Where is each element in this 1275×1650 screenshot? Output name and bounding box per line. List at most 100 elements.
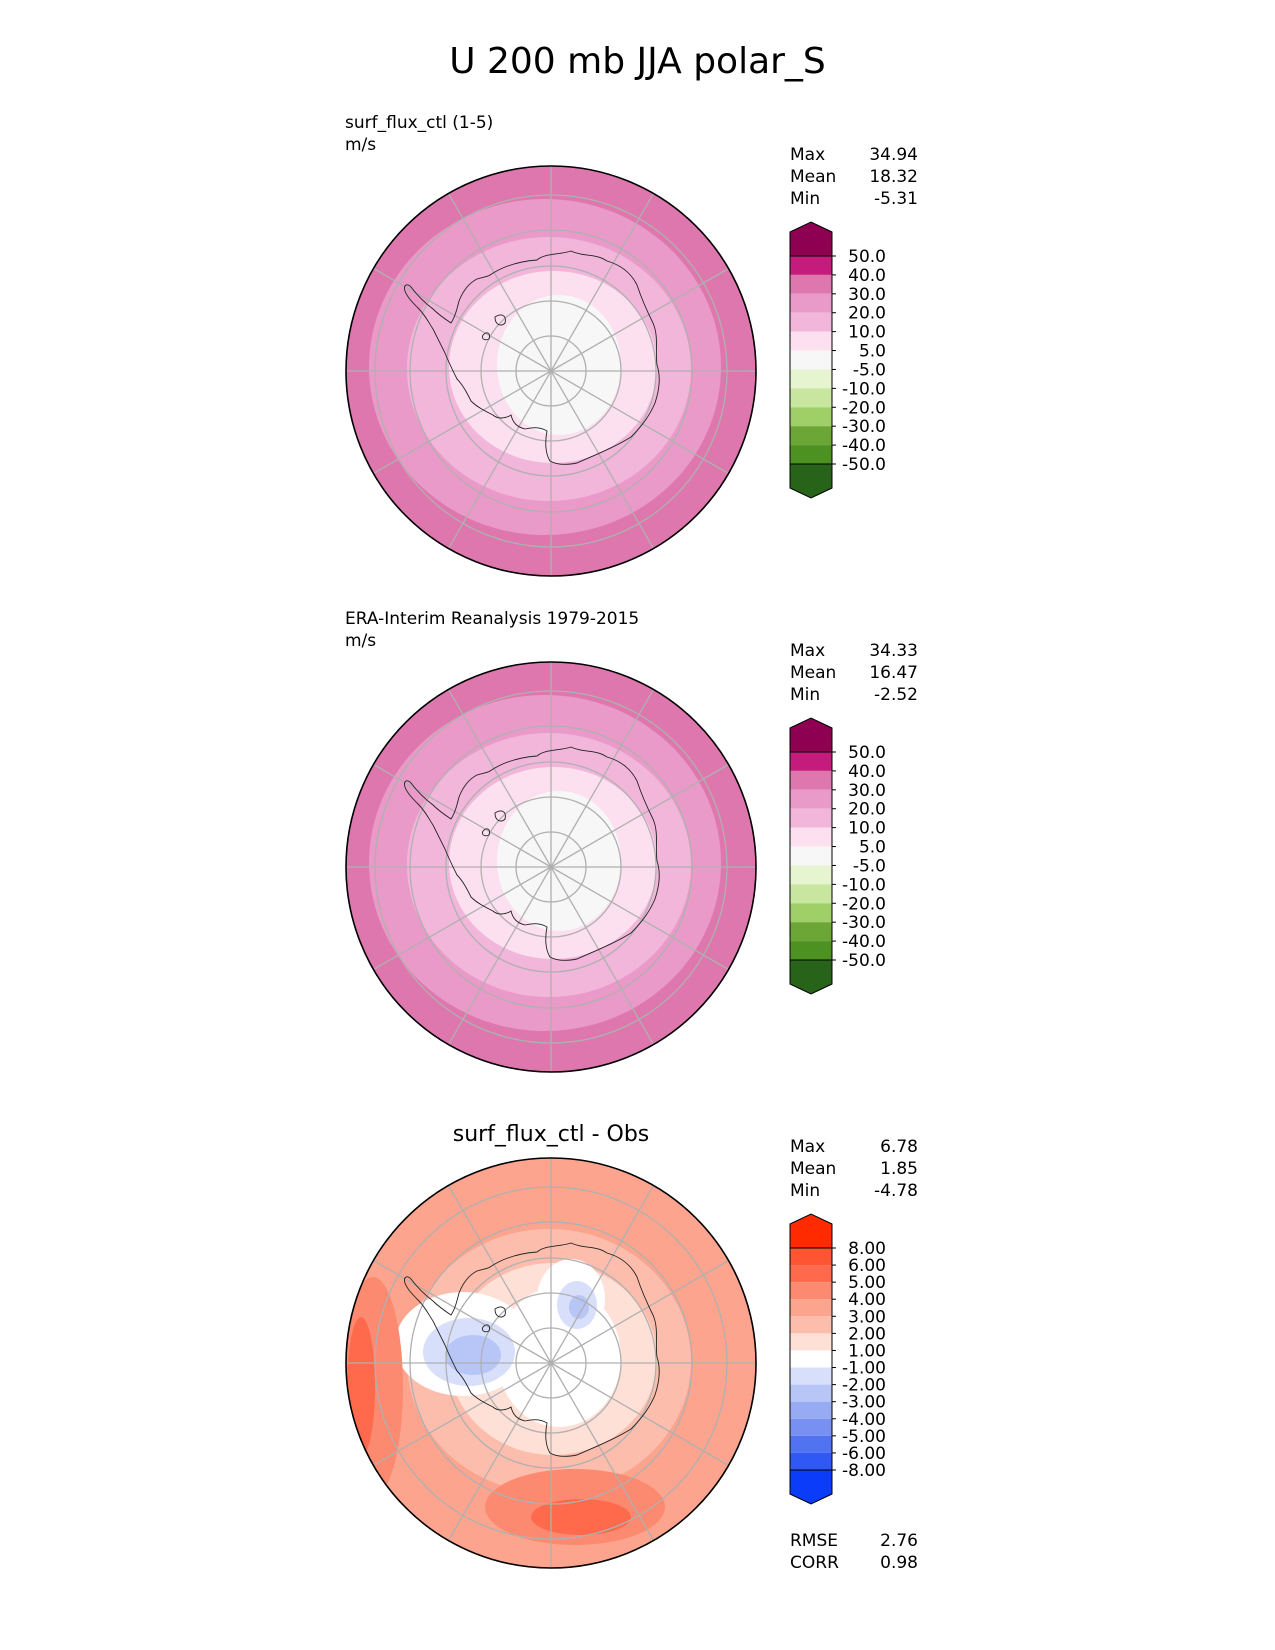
colorbar-bin-9	[790, 407, 832, 427]
colorbar-bin-11	[790, 445, 832, 464]
figure-title: U 200 mb JJA polar_S	[449, 41, 826, 82]
panel1-min-value: -5.31	[874, 189, 918, 209]
colorbar-bin-6	[790, 846, 832, 866]
panel3-min-value: -4.78	[874, 1181, 918, 1201]
colorbar-bin-12	[790, 1435, 832, 1453]
colorbar-bin-3	[790, 1282, 832, 1300]
rmse-label: RMSE	[790, 1531, 839, 1551]
colorbar-bin-8	[790, 884, 832, 904]
colorbar-outline	[789, 1247, 833, 1471]
colorbar-tick-label: -20.0	[842, 894, 886, 914]
colorbar-tick-label: 4.00	[848, 1290, 886, 1310]
anomaly-blob-11	[695, 1277, 755, 1457]
colorbar-bin-10	[790, 1401, 832, 1419]
colorbar-tick-label: -50.0	[842, 455, 886, 475]
colorbar-tick-label: 2.00	[848, 1324, 886, 1344]
panel2-units: m/s	[345, 631, 377, 651]
colorbar-extension-bottom	[789, 959, 833, 995]
panel2-max-label: Max	[790, 641, 826, 661]
colorbar-tick-label: -5.0	[853, 856, 886, 876]
colorbar-bin-2	[790, 274, 832, 294]
colorbar-outline	[789, 751, 833, 961]
antarctica-coastline	[404, 746, 660, 961]
colorbar-bin-10	[790, 922, 832, 942]
colorbar-bin-4	[790, 1299, 832, 1317]
panel1-min-label: Min	[790, 189, 821, 209]
colorbar-bin-6	[790, 1333, 832, 1351]
colorbar-tick-label: -3.00	[842, 1393, 886, 1413]
panel3-mean-value: 1.85	[880, 1159, 918, 1179]
panel2-map	[345, 661, 757, 1073]
panel3-mean-label: Mean	[790, 1159, 837, 1179]
colorbar-bin-8	[790, 388, 832, 408]
colorbar-tick-label: -40.0	[842, 932, 886, 952]
panel3-map	[345, 1157, 757, 1569]
anomaly-blob-10	[531, 1499, 631, 1535]
colorbar-bin-10	[790, 426, 832, 446]
colorbar-tick-label: 3.00	[848, 1307, 886, 1327]
panel3-max-value: 6.78	[880, 1137, 918, 1157]
colorbar-bin-1	[790, 1248, 832, 1266]
panel1-mean-label: Mean	[790, 167, 837, 187]
panel3-max-label: Max	[790, 1137, 826, 1157]
colorbar-bin-7	[790, 865, 832, 885]
panel3-stats: Max 6.78 Mean 1.85 Min -4.78	[790, 1136, 918, 1202]
colorbar-tick-label: 6.00	[848, 1256, 886, 1276]
anomaly-blob-8	[347, 1317, 375, 1457]
colorbar-bin-3	[790, 293, 832, 313]
colorbar-tick-label: 8.00	[848, 1239, 886, 1259]
colorbar-bin-4	[790, 808, 832, 828]
rmse-value: 2.76	[880, 1531, 918, 1551]
colorbar-bin-13	[790, 1452, 832, 1470]
colorbar-tick-label: 40.0	[848, 266, 886, 286]
panel2-min-value: -2.52	[874, 685, 918, 705]
panel1-stats: Max 34.94 Mean 18.32 Min -5.31	[790, 144, 918, 210]
panel2-colorbar: 50.040.030.020.010.05.0-5.0-10.0-20.0-30…	[789, 717, 886, 995]
colorbar-bin-2	[790, 770, 832, 790]
jet-patch-1	[577, 663, 756, 873]
colorbar-tick-label: -10.0	[842, 379, 886, 399]
colorbar-tick-label: 30.0	[848, 285, 886, 305]
panel1-mean-value: 18.32	[869, 167, 918, 187]
colorbar-tick-label: 10.0	[848, 819, 886, 839]
colorbar-tick-label: -5.0	[853, 360, 886, 380]
panel1-colorbar: 50.040.030.020.010.05.0-5.0-10.0-20.0-30…	[789, 221, 886, 499]
colorbar-bin-1	[790, 256, 832, 275]
corr-value: 0.98	[880, 1553, 918, 1573]
colorbar-bin-9	[790, 903, 832, 923]
contour-band-5.0	[497, 295, 621, 435]
panel2-min-label: Min	[790, 685, 821, 705]
colorbar-tick-label: -40.0	[842, 436, 886, 456]
colorbar-extension-bottom	[789, 463, 833, 499]
colorbar-tick-label: -30.0	[842, 417, 886, 437]
panel1-title: surf_flux_ctl (1-5)	[345, 113, 494, 133]
colorbar-bin-6	[790, 350, 832, 370]
colorbar-tick-label: -20.0	[842, 398, 886, 418]
colorbar-extension-top	[789, 221, 833, 257]
colorbar-tick-label: -30.0	[842, 913, 886, 933]
colorbar-bin-7	[790, 1350, 832, 1368]
colorbar-bin-3	[790, 789, 832, 809]
colorbar-tick-label: -4.00	[842, 1410, 886, 1430]
colorbar-outline	[789, 255, 833, 465]
colorbar-tick-label: 20.0	[848, 304, 886, 324]
colorbar-extension-top	[789, 1213, 833, 1249]
colorbar-tick-label: 5.0	[859, 342, 886, 362]
colorbar-tick-label: 30.0	[848, 781, 886, 801]
colorbar-tick-label: 20.0	[848, 800, 886, 820]
colorbar-tick-label: -6.00	[842, 1444, 886, 1464]
corr-label: CORR	[790, 1553, 839, 1573]
panel3-colorbar: 8.006.005.004.003.002.001.00-1.00-2.00-3…	[789, 1213, 886, 1505]
panel2-mean-value: 16.47	[869, 663, 918, 683]
map-boundary	[345, 661, 757, 1073]
panel2-stats: Max 34.33 Mean 16.47 Min -2.52	[790, 640, 918, 706]
colorbar-tick-label: 1.00	[848, 1341, 886, 1361]
colorbar-tick-label: 5.0	[859, 838, 886, 858]
colorbar-tick-label: 5.00	[848, 1273, 886, 1293]
colorbar-tick-label: -10.0	[842, 875, 886, 895]
graticule	[346, 166, 756, 576]
panel3-min-label: Min	[790, 1181, 821, 1201]
panel3-title: surf_flux_ctl - Obs	[452, 1122, 650, 1147]
colorbar-bin-5	[790, 827, 832, 847]
colorbar-tick-label: -8.00	[842, 1461, 886, 1481]
